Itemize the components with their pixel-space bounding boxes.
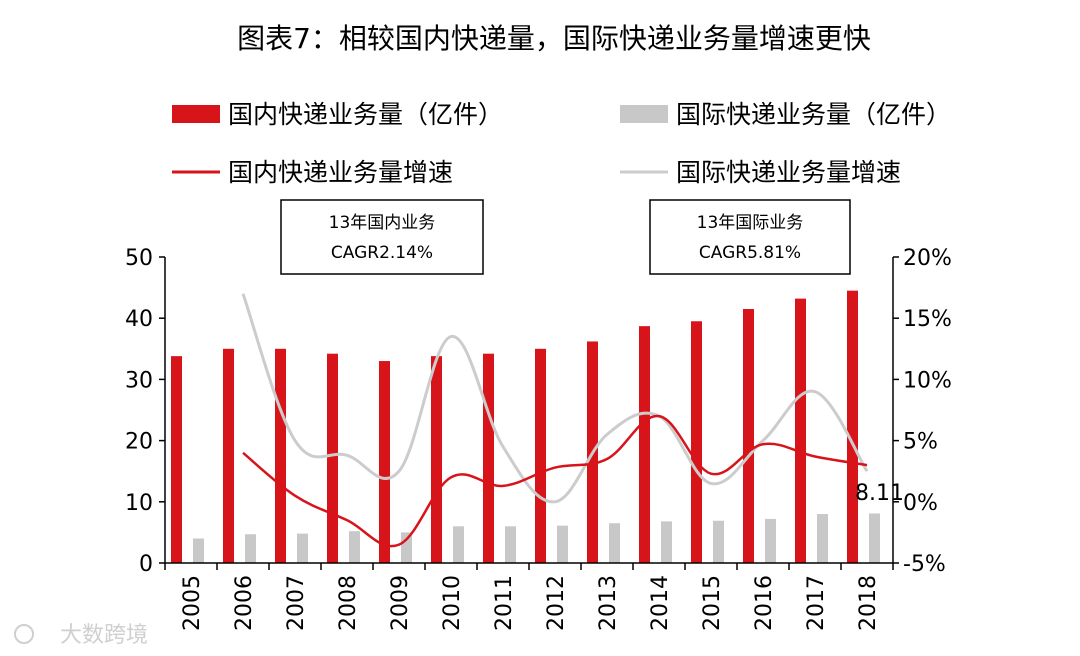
bar-domestic-2012 xyxy=(535,348,546,563)
bar-intl-2015 xyxy=(713,520,724,563)
legend-swatch-intl-volume xyxy=(620,105,668,123)
x-tick-label-2014: 2014 xyxy=(648,575,673,631)
left-tick-label-40: 40 xyxy=(125,307,153,332)
chart-title: 图表7：相较国内快递量，国际快递业务量增速更快 xyxy=(237,22,871,55)
bar-intl-2010 xyxy=(453,526,464,563)
legend-label-intl-volume: 国际快递业务量（亿件） xyxy=(676,100,951,129)
bar-domestic-2011 xyxy=(483,353,494,563)
bar-domestic-2005 xyxy=(171,356,182,563)
x-tick-label-2011: 2011 xyxy=(492,575,517,631)
x-tick-label-2013: 2013 xyxy=(596,575,621,631)
bar-domestic-2010 xyxy=(431,356,442,563)
annotation-domestic-line1: 13年国内业务 xyxy=(329,213,436,233)
legend-label-domestic-volume: 国内快递业务量（亿件） xyxy=(228,100,503,129)
plot-area: 0 10 20 30 40 50 -5% 0% 5% 10% 15% 20% 2005 2006 2007 2… xyxy=(125,246,952,631)
line-intl-growth xyxy=(241,293,869,504)
bar-intl-2013 xyxy=(609,523,620,563)
legend-item-domestic-growth: 国内快递业务量增速 xyxy=(172,158,453,187)
watermark: 大数跨境 xyxy=(14,623,148,648)
bar-domestic-2008 xyxy=(327,353,338,563)
bar-intl-2012 xyxy=(557,525,568,563)
left-tick-label-30: 30 xyxy=(125,368,153,393)
bar-domestic-2007 xyxy=(275,348,286,563)
legend-item-domestic-volume: 国内快递业务量（亿件） xyxy=(172,100,503,129)
x-tick-label-2017: 2017 xyxy=(804,575,829,631)
bar-domestic-2015 xyxy=(691,321,702,563)
x-tick-label-2009: 2009 xyxy=(388,575,413,631)
annotation-box-intl xyxy=(649,199,851,275)
annotation-domestic-cagr: 13年国内业务 CAGR2.14% xyxy=(280,199,484,275)
left-tick-label-20: 20 xyxy=(125,430,153,455)
annotation-box-domestic xyxy=(280,199,484,275)
legend: 国内快递业务量（亿件） 国际快递业务量（亿件） 国内快递业务量增速 国际快递业务… xyxy=(172,100,951,187)
bar-domestic-2016 xyxy=(743,309,754,563)
bar-domestic-2009 xyxy=(379,361,390,563)
right-tick-label-10%: 10% xyxy=(903,368,952,393)
line-domestic-growth xyxy=(242,414,868,548)
bar-intl-2014 xyxy=(661,521,672,563)
bar-domestic-2018 xyxy=(847,290,858,563)
bar-domestic-2006 xyxy=(223,348,234,563)
right-tick-label-5%: 5% xyxy=(903,430,938,455)
bar-domestic-2014 xyxy=(639,326,650,563)
bar-intl-2018 xyxy=(869,513,880,563)
bar-intl-2007 xyxy=(297,533,308,563)
bar-intl-2017 xyxy=(817,514,828,563)
legend-item-intl-volume: 国际快递业务量（亿件） xyxy=(620,100,951,129)
right-tick-label-20%: 20% xyxy=(903,246,952,271)
watermark-logo-icon xyxy=(14,624,34,644)
x-tick-label-2005: 2005 xyxy=(180,575,205,631)
bar-domestic-2017 xyxy=(795,298,806,563)
bar-intl-2009 xyxy=(401,532,412,563)
x-tick-label-2012: 2012 xyxy=(544,575,569,631)
bar-intl-2005 xyxy=(193,538,204,563)
x-tick-label-2010: 2010 xyxy=(440,575,465,631)
legend-label-intl-growth: 国际快递业务量增速 xyxy=(676,158,901,187)
bar-intl-2008 xyxy=(349,531,360,563)
bar-intl-2016 xyxy=(765,518,776,563)
data-label-intl-2018: 8.11 xyxy=(855,481,904,506)
x-tick-label-2015: 2015 xyxy=(700,575,725,631)
left-tick-label-50: 50 xyxy=(125,246,153,271)
x-tick-label-2007: 2007 xyxy=(284,575,309,631)
annotation-domestic-line2: CAGR2.14% xyxy=(331,243,433,263)
annotation-intl-line2: CAGR5.81% xyxy=(699,243,801,263)
annotation-intl-cagr: 13年国际业务 CAGR5.81% xyxy=(649,199,851,275)
legend-label-domestic-growth: 国内快递业务量增速 xyxy=(228,158,453,187)
x-tick-label-2018: 2018 xyxy=(856,575,881,631)
legend-swatch-domestic-volume xyxy=(172,105,220,123)
watermark-text: 大数跨境 xyxy=(60,623,148,648)
x-tick-label-2008: 2008 xyxy=(336,575,361,631)
annotation-intl-line1: 13年国际业务 xyxy=(697,213,804,233)
right-tick-label--5%: -5% xyxy=(903,552,946,577)
left-tick-label-0: 0 xyxy=(139,552,153,577)
legend-item-intl-growth: 国际快递业务量增速 xyxy=(620,158,901,187)
right-tick-label-15%: 15% xyxy=(903,307,952,332)
x-tick-label-2006: 2006 xyxy=(232,575,257,631)
left-tick-label-10: 10 xyxy=(125,491,153,516)
right-tick-label-0%: 0% xyxy=(903,491,938,516)
bar-intl-2006 xyxy=(245,534,256,563)
x-tick-label-2016: 2016 xyxy=(752,575,777,631)
bar-intl-2011 xyxy=(505,526,516,563)
